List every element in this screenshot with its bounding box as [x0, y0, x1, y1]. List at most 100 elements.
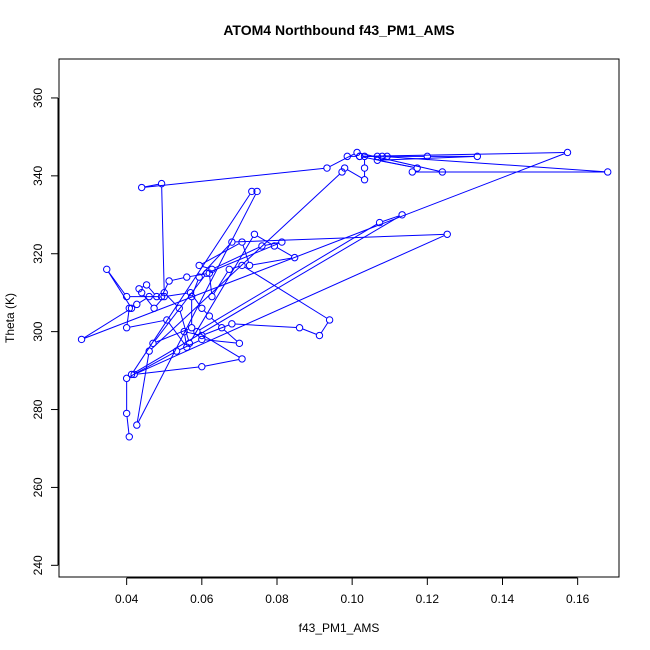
y-tick-label: 360 [31, 88, 45, 108]
data-point [198, 362, 206, 371]
series-segment [84, 309, 130, 339]
series-segment [132, 193, 251, 373]
chart-title: ATOM4 Northbound f43_PM1_AMS [223, 22, 454, 38]
data-point [413, 164, 421, 172]
series-segment [162, 283, 169, 294]
data-point [353, 148, 361, 157]
data-point [343, 152, 351, 161]
series-segment [161, 186, 165, 290]
data-point [145, 347, 153, 355]
data-point [248, 187, 256, 196]
data-point [208, 292, 216, 301]
series-segment [137, 194, 257, 423]
series-points [77, 148, 612, 441]
data-point [338, 168, 346, 176]
series-segment [144, 167, 324, 188]
data-point [290, 253, 299, 262]
series-segment [134, 215, 400, 374]
data-point [157, 292, 166, 301]
series-segment [213, 271, 228, 295]
data-point [157, 179, 166, 188]
data-point [340, 164, 349, 172]
data-point [160, 292, 168, 301]
data-point [438, 168, 447, 176]
data-point [130, 370, 138, 379]
series-segment [199, 332, 240, 358]
series-segment [172, 277, 184, 281]
series-segment [137, 366, 199, 375]
series-segment [129, 320, 164, 328]
data-point [127, 370, 136, 379]
x-axis-label: f43_PM1_AMS [299, 621, 380, 635]
data-point [198, 335, 206, 344]
x-tick-label: 0.06 [190, 592, 214, 606]
data-point [205, 312, 214, 320]
series-segment [190, 236, 254, 341]
data-point [250, 230, 259, 238]
data-point [270, 242, 279, 250]
series-segment [209, 242, 280, 273]
y-tick-label: 260 [31, 477, 45, 497]
data-point [198, 304, 206, 312]
data-point [187, 292, 196, 301]
x-axis: 0.04 0.06 0.08 0.10 0.12 0.14 0.16 [115, 577, 590, 606]
series-segment [108, 271, 131, 306]
data-point [125, 304, 133, 312]
data-point [137, 183, 146, 192]
series-segment [139, 297, 147, 304]
data-point [225, 265, 233, 274]
y-tick-label: 340 [31, 166, 45, 186]
data-point [186, 288, 195, 297]
data-point [208, 265, 216, 274]
data-point [218, 324, 226, 332]
series-segment [144, 183, 159, 188]
data-point [604, 168, 612, 176]
data-point [187, 324, 196, 332]
series-segment [362, 152, 565, 157]
data-point [198, 331, 206, 340]
data-point [133, 300, 141, 309]
data-point [398, 211, 406, 219]
data-point [127, 304, 136, 312]
series-segment [126, 416, 130, 434]
data-point [278, 238, 286, 246]
x-tick-label: 0.16 [566, 592, 590, 606]
data-point [323, 164, 331, 172]
series-segment [320, 322, 329, 334]
data-point [149, 339, 157, 348]
data-point [195, 273, 203, 281]
data-point [383, 152, 391, 161]
series-segment [84, 153, 565, 339]
data-point [203, 269, 211, 277]
series-segment [151, 173, 341, 350]
data-point [145, 292, 153, 301]
data-point [253, 187, 261, 196]
data-point [360, 176, 369, 184]
data-point [325, 316, 334, 324]
data-point [355, 152, 364, 161]
series-segment [211, 317, 220, 326]
data-point [563, 148, 572, 157]
data-point [315, 331, 324, 340]
data-point [228, 238, 236, 246]
x-tick-label: 0.12 [416, 592, 440, 606]
data-point [153, 292, 161, 301]
x-tick-label: 0.04 [115, 592, 139, 606]
series-segment [126, 311, 130, 325]
data-point [378, 152, 386, 161]
series-segment [154, 275, 206, 342]
x-tick-label: 0.10 [340, 592, 364, 606]
data-point [238, 355, 246, 363]
y-axis-label: Theta (K) [3, 293, 17, 343]
data-point [185, 339, 194, 348]
data-point [163, 316, 171, 324]
series-segment [204, 359, 239, 367]
data-point [408, 168, 416, 176]
series-segment [276, 247, 293, 257]
data-point [423, 152, 432, 161]
y-tick-label: 240 [31, 555, 45, 575]
data-point [172, 347, 181, 355]
data-point [165, 277, 173, 285]
data-point [77, 335, 86, 344]
